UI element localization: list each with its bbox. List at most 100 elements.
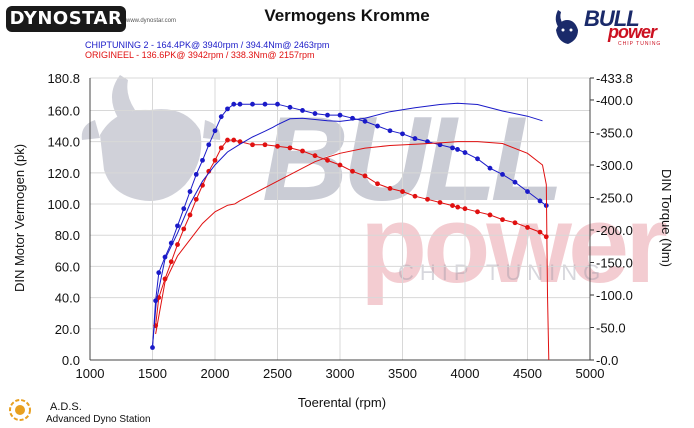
y2-tick-label: -433.8 bbox=[596, 71, 633, 86]
y2-tick-label: -350.0 bbox=[596, 125, 633, 140]
data-point bbox=[262, 142, 268, 148]
data-point bbox=[375, 181, 380, 187]
data-point bbox=[225, 137, 230, 143]
y2-tick-label: -400.0 bbox=[596, 93, 633, 108]
data-point bbox=[387, 186, 393, 191]
data-point bbox=[168, 259, 174, 265]
data-point bbox=[250, 142, 255, 148]
data-point bbox=[218, 114, 224, 120]
data-point bbox=[312, 153, 318, 159]
y2-tick-label: -200.0 bbox=[596, 223, 633, 238]
data-point bbox=[437, 200, 443, 205]
data-point bbox=[450, 145, 455, 151]
data-point bbox=[462, 150, 468, 155]
data-point bbox=[487, 212, 493, 218]
x-tick-label: 2000 bbox=[201, 366, 230, 381]
data-point bbox=[275, 101, 280, 107]
data-point bbox=[231, 137, 237, 143]
data-point bbox=[275, 143, 280, 149]
data-point bbox=[218, 145, 224, 151]
data-point bbox=[193, 171, 199, 177]
legend-tuned: CHIPTUNING 2 - 164.4PK@ 3940rpm / 394.4N… bbox=[85, 40, 330, 50]
y-tick-label: 40.0 bbox=[55, 291, 80, 306]
power-text: power bbox=[608, 22, 657, 42]
x-tick-label: 4000 bbox=[451, 366, 480, 381]
ads-title: A.D.S. bbox=[50, 401, 82, 413]
y-tick-label: 60.0 bbox=[55, 259, 80, 274]
data-point bbox=[225, 106, 230, 112]
data-point bbox=[300, 108, 305, 113]
bullpower-watermark: BULL power CHIP TUNING bbox=[81, 75, 671, 306]
data-point bbox=[500, 217, 505, 223]
data-point bbox=[187, 189, 193, 194]
data-point bbox=[300, 148, 305, 154]
data-point bbox=[475, 209, 480, 215]
y2-axis-label: DIN Torque (Nm) bbox=[659, 169, 674, 267]
data-point bbox=[537, 198, 543, 204]
y2-tick-label: -150.0 bbox=[596, 255, 633, 270]
data-point bbox=[450, 203, 455, 208]
data-point bbox=[537, 229, 543, 235]
y-tick-label: 140.0 bbox=[47, 135, 80, 150]
y-tick-label: 0.0 bbox=[62, 353, 80, 368]
data-point bbox=[400, 131, 405, 137]
x-tick-label: 1000 bbox=[76, 366, 105, 381]
data-point bbox=[156, 270, 162, 276]
data-point bbox=[362, 173, 368, 179]
ads-subtitle: Advanced Dyno Station bbox=[46, 414, 151, 425]
y2-tick-label: -0.0 bbox=[596, 353, 618, 368]
watermark-power-text: power bbox=[360, 183, 667, 306]
data-point bbox=[437, 142, 443, 148]
data-point bbox=[262, 101, 268, 107]
data-point bbox=[543, 234, 549, 240]
x-tick-label: 3000 bbox=[326, 366, 355, 381]
data-point bbox=[181, 226, 187, 232]
y2-tick-label: -250.0 bbox=[596, 190, 633, 205]
series-line-3-torque bbox=[155, 141, 550, 361]
data-point bbox=[325, 112, 330, 118]
chip-tuning-text: CHIP TUNING bbox=[618, 41, 662, 47]
data-point bbox=[425, 196, 430, 202]
data-point bbox=[455, 204, 461, 210]
data-point bbox=[512, 220, 518, 226]
data-point bbox=[362, 118, 368, 124]
x-tick-label: 5000 bbox=[576, 366, 605, 381]
data-point bbox=[250, 101, 255, 107]
data-point bbox=[455, 147, 460, 152]
data-point bbox=[525, 225, 530, 230]
data-point bbox=[475, 156, 480, 162]
dynostar-logo-text: DYNOSTAR bbox=[9, 8, 123, 29]
x-tick-label: 3500 bbox=[388, 366, 417, 381]
y2-tick-label: -100.0 bbox=[596, 288, 633, 303]
chart-title: Vermogens Kromme bbox=[264, 6, 430, 25]
data-point bbox=[175, 223, 180, 229]
data-point bbox=[525, 189, 530, 194]
ads-logo-icon bbox=[9, 399, 31, 421]
data-point bbox=[187, 212, 193, 218]
data-point bbox=[193, 196, 199, 202]
data-point bbox=[425, 139, 430, 145]
data-point bbox=[312, 111, 318, 116]
bullpower-logo: BULL power CHIP TUNING bbox=[548, 4, 688, 48]
data-point bbox=[212, 128, 218, 134]
data-point bbox=[231, 101, 237, 107]
data-point bbox=[337, 162, 343, 168]
y-axis-label: DIN Motor Vermogen (pk) bbox=[12, 144, 27, 292]
dynostar-logo-sub: www.dynostar.com bbox=[126, 18, 177, 24]
data-point bbox=[487, 165, 493, 171]
data-point bbox=[350, 168, 355, 174]
data-point bbox=[181, 206, 187, 212]
x-axis-label: Toerental (rpm) bbox=[298, 395, 386, 410]
data-point bbox=[337, 112, 343, 118]
y-tick-label: 80.0 bbox=[55, 228, 80, 243]
data-point bbox=[206, 168, 212, 174]
data-point bbox=[325, 157, 330, 163]
data-point bbox=[175, 242, 180, 247]
y-tick-label: 180.8 bbox=[47, 71, 80, 86]
y-tick-label: 160.0 bbox=[47, 103, 80, 118]
x-tick-label: 1500 bbox=[138, 366, 167, 381]
data-point bbox=[287, 104, 293, 110]
data-point bbox=[500, 171, 505, 177]
data-point bbox=[237, 101, 243, 107]
data-point bbox=[212, 157, 218, 163]
